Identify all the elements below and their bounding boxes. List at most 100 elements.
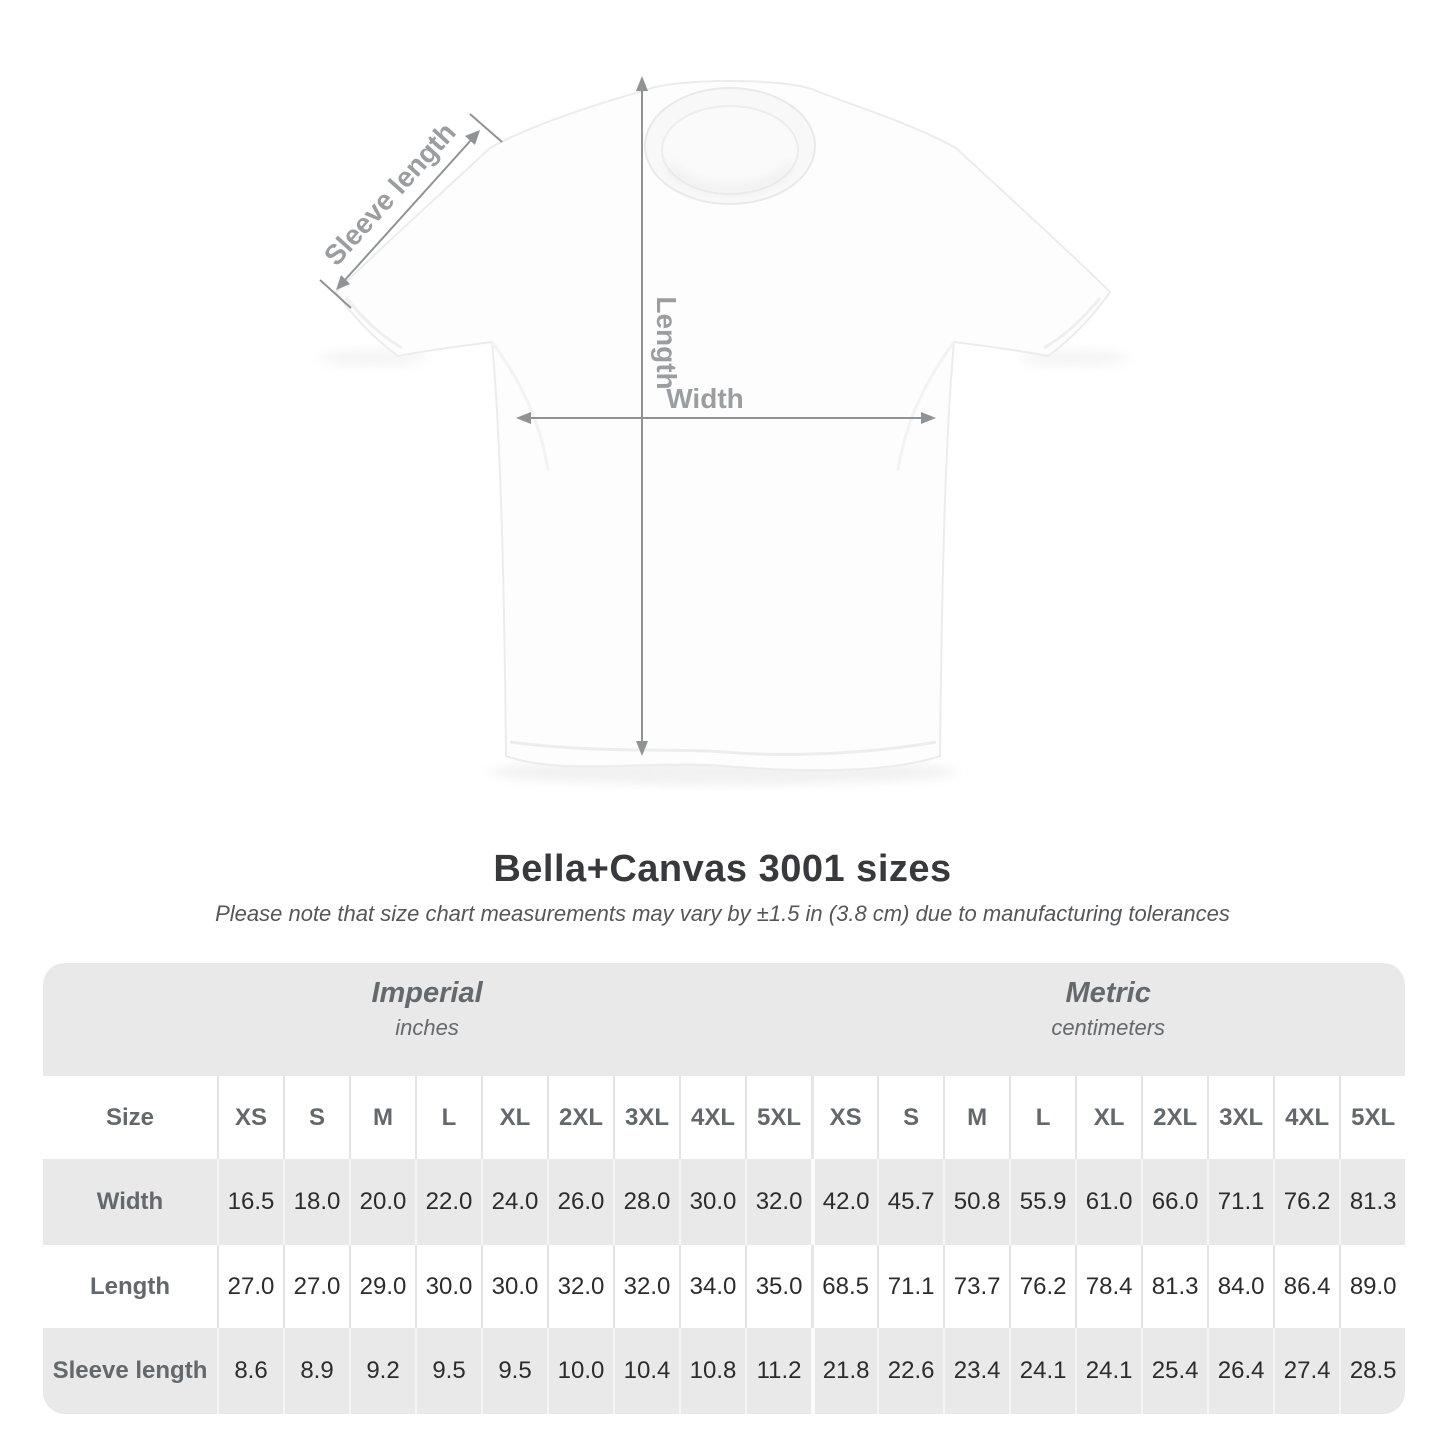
value-cell: 22.0 bbox=[415, 1159, 481, 1245]
value-cell: 32.0 bbox=[745, 1159, 812, 1245]
size-header-cell: 4XL bbox=[679, 1076, 745, 1159]
hem-seam bbox=[509, 740, 937, 756]
value-cell: 25.4 bbox=[1141, 1328, 1208, 1414]
measurement-row-label: Sleeve length bbox=[43, 1328, 217, 1414]
sleeve-arrowhead-top bbox=[465, 130, 480, 145]
table-row: Sleeve length 8.6 8.9 9.2 9.5 9.5 10.0 10.4 10.8… bbox=[43, 1328, 1406, 1414]
imperial-group-unit: inches bbox=[395, 1015, 459, 1041]
size-header-cell: XL bbox=[481, 1076, 547, 1159]
measurement-row-label: Length bbox=[43, 1245, 217, 1328]
size-header-cell: 4XL bbox=[1273, 1076, 1340, 1159]
value-cell: 32.0 bbox=[613, 1245, 679, 1328]
sleeve-arrow bbox=[319, 113, 503, 309]
right-cuff-seam bbox=[1043, 297, 1102, 350]
size-table: Imperial inches Metric centimeters Size X… bbox=[43, 963, 1406, 1414]
value-cell: 8.9 bbox=[283, 1328, 349, 1414]
size-header-cell: 5XL bbox=[1339, 1076, 1406, 1159]
size-header-cell: M bbox=[943, 1076, 1010, 1159]
size-header-cell: XS bbox=[217, 1076, 283, 1159]
value-cell: 9.2 bbox=[349, 1328, 415, 1414]
value-cell: 30.0 bbox=[679, 1159, 745, 1245]
metric-group-header: Metric centimeters bbox=[811, 963, 1406, 1076]
width-arrowhead-left bbox=[516, 412, 531, 424]
value-cell: 76.2 bbox=[1273, 1159, 1340, 1245]
value-cell: 28.5 bbox=[1339, 1328, 1406, 1414]
value-cell: 27.0 bbox=[283, 1245, 349, 1328]
tolerance-note: Please note that size chart measurements… bbox=[215, 901, 1230, 926]
size-header-cell: S bbox=[283, 1076, 349, 1159]
value-cell: 10.8 bbox=[679, 1328, 745, 1414]
value-cell: 29.0 bbox=[349, 1245, 415, 1328]
measurement-row-label: Width bbox=[43, 1159, 217, 1245]
length-arrowhead-top bbox=[636, 76, 648, 91]
value-cell: 27.4 bbox=[1273, 1328, 1340, 1414]
value-cell: 42.0 bbox=[811, 1159, 878, 1245]
value-cell: 10.0 bbox=[547, 1328, 613, 1414]
value-cell: 9.5 bbox=[481, 1328, 547, 1414]
value-cell: 26.4 bbox=[1207, 1328, 1274, 1414]
unit-group-row: Imperial inches Metric centimeters bbox=[43, 963, 1406, 1076]
length-label: Length bbox=[651, 296, 682, 389]
size-header-row: Size XS S M L XL 2XL 3XL 4XL 5XL XS S M L XL 2XL 3XL 4XL 5… bbox=[43, 1076, 1406, 1159]
collar-inner-shadow bbox=[665, 162, 795, 192]
size-header-cell: 3XL bbox=[1207, 1076, 1274, 1159]
tshirt-body bbox=[334, 80, 1112, 772]
value-cell: 30.0 bbox=[415, 1245, 481, 1328]
left-underarm-fold bbox=[490, 341, 550, 471]
size-header-cell: XS bbox=[811, 1076, 878, 1159]
collar-inner bbox=[661, 105, 799, 195]
tshirt-diagram: Sleeve length Length Width bbox=[317, 76, 1129, 785]
table-row: Width 16.5 18.0 20.0 22.0 24.0 26.0 28.0 30.0 32.… bbox=[43, 1159, 1406, 1245]
page-title: Bella+Canvas 3001 sizes bbox=[493, 848, 952, 890]
size-table-body: Imperial inches Metric centimeters Size X… bbox=[43, 963, 1406, 1414]
value-cell: 20.0 bbox=[349, 1159, 415, 1245]
value-cell: 68.5 bbox=[811, 1245, 878, 1328]
value-cell: 35.0 bbox=[745, 1245, 812, 1328]
tshirt-measurement-figure: Sleeve length Length Width bbox=[317, 76, 1129, 785]
size-header-cell: M bbox=[349, 1076, 415, 1159]
value-cell: 16.5 bbox=[217, 1159, 283, 1245]
imperial-group-header: Imperial inches bbox=[43, 963, 812, 1076]
value-cell: 27.0 bbox=[217, 1245, 283, 1328]
value-cell: 66.0 bbox=[1141, 1159, 1208, 1245]
left-cuff-seam bbox=[344, 297, 403, 350]
table-row: Length 27.0 27.0 29.0 30.0 30.0 32.0 32.0 34.0 35… bbox=[43, 1245, 1406, 1328]
size-header-cell: L bbox=[1009, 1076, 1076, 1159]
value-cell: 81.3 bbox=[1339, 1159, 1406, 1245]
title-block: Bella+Canvas 3001 sizes Please note that… bbox=[0, 848, 1445, 927]
value-cell: 34.0 bbox=[679, 1245, 745, 1328]
imperial-group-title: Imperial bbox=[371, 977, 483, 1009]
value-cell: 32.0 bbox=[547, 1245, 613, 1328]
value-cell: 24.1 bbox=[1075, 1328, 1142, 1414]
value-cell: 11.2 bbox=[745, 1328, 812, 1414]
value-cell: 71.1 bbox=[1207, 1159, 1274, 1245]
value-cell: 61.0 bbox=[1075, 1159, 1142, 1245]
value-cell: 50.8 bbox=[943, 1159, 1010, 1245]
value-cell: 84.0 bbox=[1207, 1245, 1274, 1328]
size-header-cell: 2XL bbox=[547, 1076, 613, 1159]
value-cell: 81.3 bbox=[1141, 1245, 1208, 1328]
value-cell: 78.4 bbox=[1075, 1245, 1142, 1328]
width-arrowhead-right bbox=[921, 412, 936, 424]
size-header-cell: 3XL bbox=[613, 1076, 679, 1159]
value-cell: 8.6 bbox=[217, 1328, 283, 1414]
value-cell: 86.4 bbox=[1273, 1245, 1340, 1328]
width-label: Width bbox=[666, 383, 744, 414]
value-cell: 30.0 bbox=[481, 1245, 547, 1328]
value-cell: 76.2 bbox=[1009, 1245, 1076, 1328]
size-row-label: Size bbox=[43, 1076, 217, 1159]
metric-group-unit: centimeters bbox=[1051, 1015, 1166, 1041]
value-cell: 24.0 bbox=[481, 1159, 547, 1245]
value-cell: 55.9 bbox=[1009, 1159, 1076, 1245]
value-cell: 26.0 bbox=[547, 1159, 613, 1245]
value-cell: 73.7 bbox=[943, 1245, 1010, 1328]
value-cell: 45.7 bbox=[877, 1159, 944, 1245]
size-header-cell: L bbox=[415, 1076, 481, 1159]
sleeve-arrowhead-bottom bbox=[336, 275, 350, 290]
value-cell: 18.0 bbox=[283, 1159, 349, 1245]
value-cell: 89.0 bbox=[1339, 1245, 1406, 1328]
value-cell: 24.1 bbox=[1009, 1328, 1076, 1414]
value-cell: 21.8 bbox=[811, 1328, 878, 1414]
length-arrowhead-bottom bbox=[636, 741, 648, 756]
